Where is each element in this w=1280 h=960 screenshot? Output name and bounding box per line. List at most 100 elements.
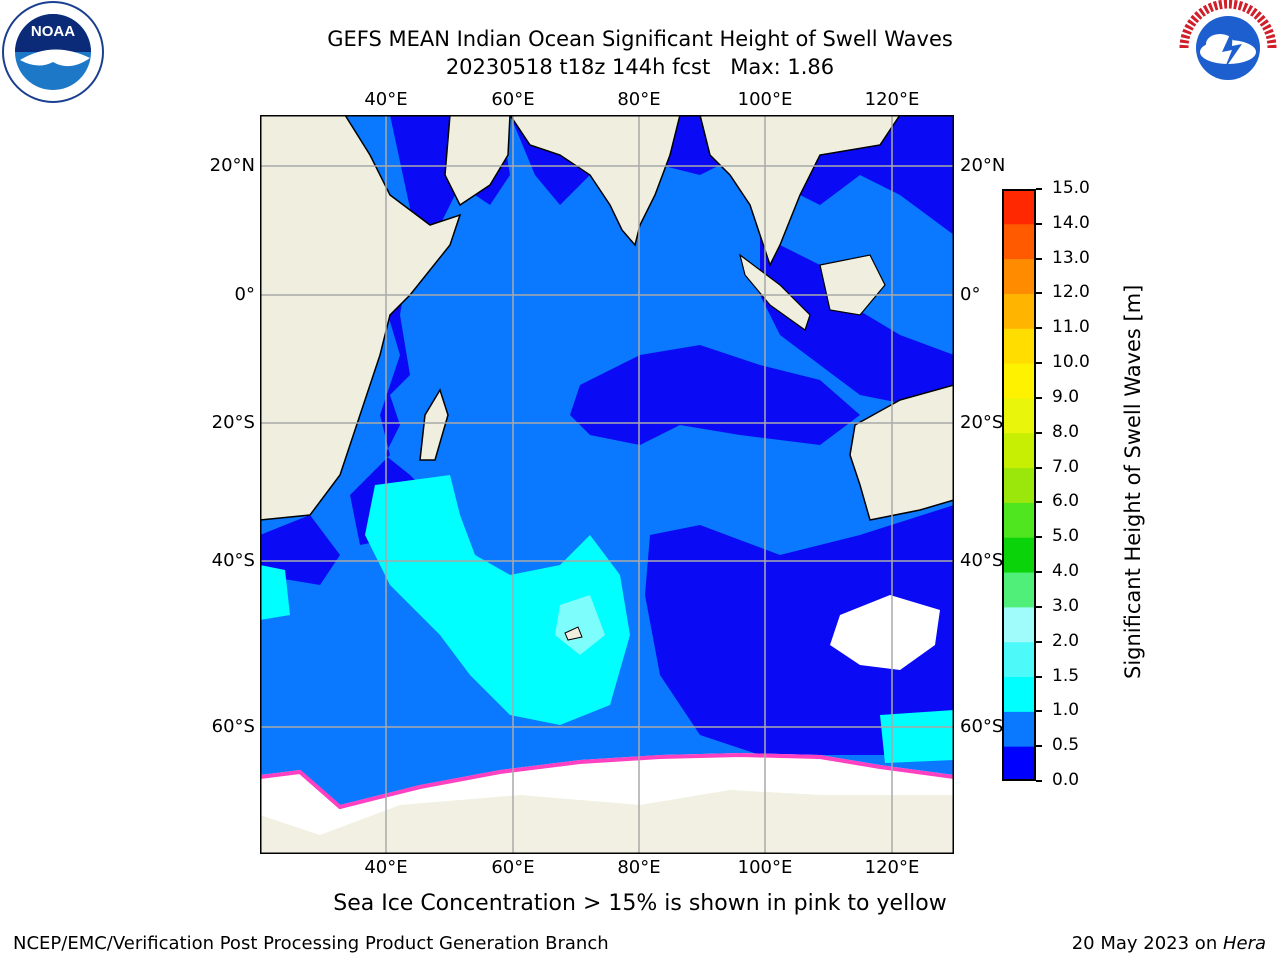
lon-label-bottom-120e: 120°E bbox=[864, 857, 920, 878]
ice-edge bbox=[260, 752, 954, 810]
colorbar-segment bbox=[1002, 363, 1036, 399]
colorbar-segment bbox=[1002, 189, 1036, 225]
colorbar-tick-label: 4.0 bbox=[1052, 561, 1080, 582]
colorbar-tick-mark bbox=[1036, 431, 1042, 434]
chart-title: GEFS MEAN Indian Ocean Significant Heigh… bbox=[327, 27, 953, 51]
noaa-logo-icon: NOAA bbox=[2, 1, 104, 103]
footer-credit: NCEP/EMC/Verification Post Processing Pr… bbox=[13, 933, 609, 954]
colorbar-segment bbox=[1002, 676, 1036, 712]
colorbar bbox=[1002, 189, 1036, 781]
colorbar-tick-mark bbox=[1036, 605, 1042, 608]
lon-label-top-80e: 80°E bbox=[617, 89, 661, 110]
colorbar-tick-mark bbox=[1036, 188, 1042, 190]
colorbar-tick-label: 13.0 bbox=[1052, 247, 1090, 268]
chart-subtitle: 20230518 t18z 144h fcst Max: 1.86 bbox=[445, 55, 835, 79]
zone-deep-central bbox=[570, 345, 860, 445]
colorbar-tick-mark bbox=[1036, 745, 1042, 748]
zone-cyan-southeast bbox=[880, 710, 954, 763]
lat-label-left-20s: 20°S bbox=[211, 412, 255, 433]
swell-height-map bbox=[260, 115, 954, 854]
colorbar-tick-label: 0.0 bbox=[1052, 770, 1080, 790]
lat-label-right-60s: 60°S bbox=[960, 716, 1004, 737]
colorbar-segment bbox=[1002, 467, 1036, 503]
colorbar-tick-mark bbox=[1036, 536, 1042, 539]
colorbar-tick-mark bbox=[1036, 362, 1042, 365]
colorbar-tick-mark bbox=[1036, 327, 1042, 330]
footer-machine: Hera bbox=[1222, 933, 1266, 954]
colorbar-segment bbox=[1002, 606, 1036, 643]
colorbar-tick-mark bbox=[1036, 571, 1042, 574]
colorbar-tick-label: 8.0 bbox=[1052, 421, 1080, 442]
colorbar-segment bbox=[1002, 502, 1036, 538]
sea-ice-note: Sea Ice Concentration > 15% is shown in … bbox=[333, 891, 947, 916]
colorbar-segment bbox=[1002, 397, 1036, 434]
colorbar-tick-label: 15.0 bbox=[1052, 178, 1090, 198]
colorbar-tick-label: 1.5 bbox=[1052, 665, 1080, 686]
zone-cyan-south bbox=[365, 475, 630, 725]
colorbar-tick-label: 9.0 bbox=[1052, 386, 1080, 407]
colorbar-tick-label: 2.0 bbox=[1052, 630, 1080, 651]
lon-label-top-120e: 120°E bbox=[864, 89, 920, 110]
lat-label-right-40s: 40°S bbox=[960, 550, 1004, 571]
colorbar-tick-label: 7.0 bbox=[1052, 456, 1080, 477]
land-antarctica bbox=[260, 790, 954, 854]
zone-cyan-west bbox=[260, 565, 290, 620]
colorbar-tick-mark bbox=[1036, 466, 1042, 469]
colorbar-tick-label: 0.5 bbox=[1052, 735, 1080, 756]
land-kerguelen bbox=[564, 626, 583, 641]
lon-label-top-40e: 40°E bbox=[364, 89, 408, 110]
lat-label-left-40s: 40°S bbox=[211, 550, 255, 571]
land-se-asia bbox=[699, 115, 901, 267]
colorbar-tick-mark bbox=[1036, 710, 1042, 713]
colorbar-segment bbox=[1002, 572, 1036, 608]
colorbar-segment bbox=[1002, 432, 1036, 469]
colorbar-tick-mark bbox=[1036, 501, 1042, 504]
colorbar-segment bbox=[1002, 711, 1036, 747]
land-sumatra bbox=[739, 253, 811, 331]
colorbar-tick-label: 10.0 bbox=[1052, 352, 1090, 373]
colorbar-tick-label: 5.0 bbox=[1052, 526, 1080, 547]
colorbar-segment bbox=[1002, 258, 1036, 294]
colorbar-tick-mark bbox=[1036, 396, 1042, 399]
footer-date-text: 20 May 2023 on bbox=[1071, 933, 1223, 954]
land-india bbox=[509, 115, 681, 247]
colorbar-segment bbox=[1002, 328, 1036, 364]
colorbar-tick-label: 11.0 bbox=[1052, 317, 1090, 338]
lat-label-left-0: 0° bbox=[234, 284, 255, 305]
nws-logo-icon bbox=[1179, 0, 1277, 94]
zone-deep-southwest bbox=[260, 515, 340, 585]
lon-label-bottom-100e: 100°E bbox=[737, 857, 793, 878]
lat-label-right-20s: 20°S bbox=[960, 412, 1004, 433]
colorbar-tick-label: 1.0 bbox=[1052, 700, 1080, 721]
land-madagascar bbox=[419, 388, 449, 461]
lat-label-left-20n: 20°N bbox=[209, 155, 255, 176]
footer-date: 20 May 2023 on Hera bbox=[1072, 933, 1266, 954]
land-australia bbox=[849, 384, 954, 521]
lon-label-top-60e: 60°E bbox=[491, 89, 535, 110]
lon-label-bottom-80e: 80°E bbox=[617, 857, 661, 878]
colorbar-segment bbox=[1002, 746, 1036, 781]
zone-deep-east bbox=[760, 235, 954, 415]
colorbar-tick-mark bbox=[1036, 780, 1042, 782]
lon-label-bottom-40e: 40°E bbox=[364, 857, 408, 878]
zone-deep-west bbox=[350, 115, 510, 545]
colorbar-tick-mark bbox=[1036, 257, 1042, 260]
lon-label-bottom-60e: 60°E bbox=[491, 857, 535, 878]
colorbar-segment bbox=[1002, 641, 1036, 678]
land-arabia bbox=[444, 115, 511, 207]
lon-label-top-100e: 100°E bbox=[737, 89, 793, 110]
colorbar-tick-label: 6.0 bbox=[1052, 491, 1080, 512]
zone-white-patch bbox=[830, 595, 940, 670]
colorbar-segment bbox=[1002, 537, 1036, 573]
colorbar-tick-label: 12.0 bbox=[1052, 282, 1090, 303]
lat-label-left-60s: 60°S bbox=[211, 716, 255, 737]
lat-label-right-20n: 20°N bbox=[960, 155, 1006, 176]
lat-label-right-0: 0° bbox=[960, 284, 981, 305]
colorbar-tick-mark bbox=[1036, 292, 1042, 295]
colorbar-tick-mark bbox=[1036, 640, 1042, 643]
colorbar-tick-label: 3.0 bbox=[1052, 595, 1080, 616]
colorbar-segment bbox=[1002, 223, 1036, 260]
colorbar-segment bbox=[1002, 293, 1036, 329]
colorbar-tick-mark bbox=[1036, 222, 1042, 225]
colorbar-label: Significant Height of Swell Waves [m] bbox=[1121, 284, 1145, 679]
